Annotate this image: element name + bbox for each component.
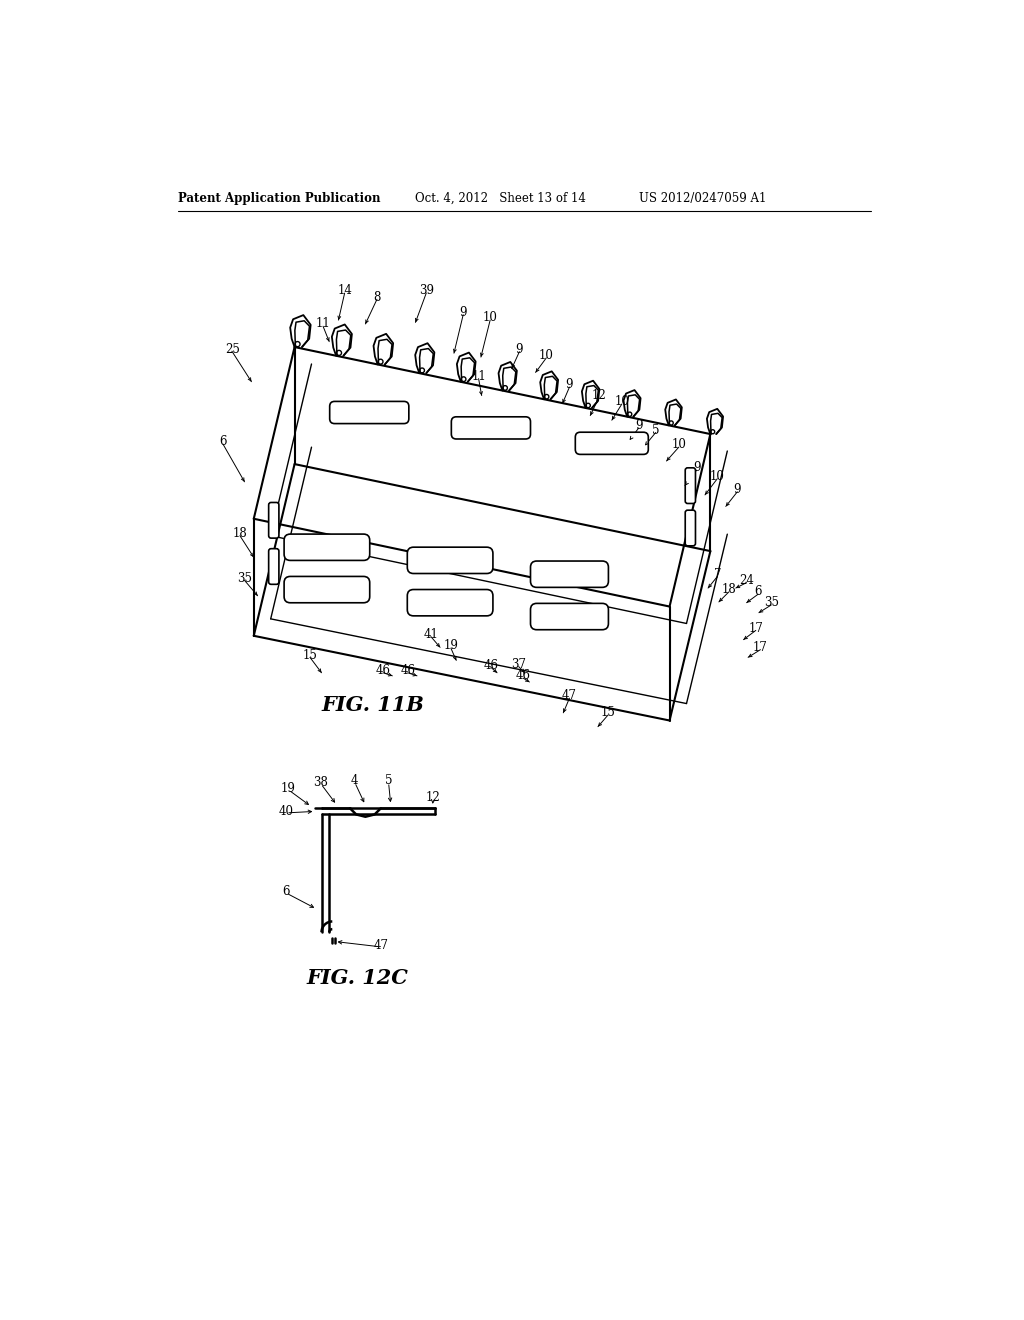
Text: 7: 7 <box>714 568 721 581</box>
Text: 14: 14 <box>337 284 352 297</box>
Text: 5: 5 <box>385 774 392 787</box>
Text: 6: 6 <box>219 436 226 449</box>
Text: 6: 6 <box>755 585 762 598</box>
Text: 15: 15 <box>302 648 317 661</box>
Text: 39: 39 <box>419 284 434 297</box>
Text: 47: 47 <box>562 689 577 702</box>
FancyBboxPatch shape <box>408 548 493 573</box>
Text: 15: 15 <box>600 706 615 719</box>
Text: 17: 17 <box>753 640 768 653</box>
Text: 9: 9 <box>460 306 467 319</box>
Text: 18: 18 <box>232 527 247 540</box>
FancyBboxPatch shape <box>408 590 493 616</box>
FancyBboxPatch shape <box>685 510 695 546</box>
Text: 11: 11 <box>315 317 331 330</box>
Text: 9: 9 <box>516 343 523 356</box>
Text: 37: 37 <box>511 657 526 671</box>
Text: 12: 12 <box>426 791 440 804</box>
Text: 9: 9 <box>733 483 741 496</box>
Text: 17: 17 <box>749 622 763 635</box>
FancyBboxPatch shape <box>452 417 530 440</box>
Text: 10: 10 <box>482 312 498 325</box>
Text: 10: 10 <box>614 395 630 408</box>
Text: 18: 18 <box>722 583 736 597</box>
Text: FIG. 11B: FIG. 11B <box>322 696 424 715</box>
Text: 35: 35 <box>237 572 252 585</box>
Text: Oct. 4, 2012   Sheet 13 of 14: Oct. 4, 2012 Sheet 13 of 14 <box>416 191 587 205</box>
FancyBboxPatch shape <box>268 549 279 585</box>
Text: 4: 4 <box>351 774 358 787</box>
Text: 10: 10 <box>539 348 554 362</box>
Text: 10: 10 <box>672 438 686 451</box>
Text: US 2012/0247059 A1: US 2012/0247059 A1 <box>639 191 766 205</box>
Text: 8: 8 <box>374 290 381 304</box>
Text: 19: 19 <box>281 781 296 795</box>
FancyBboxPatch shape <box>575 432 648 454</box>
FancyBboxPatch shape <box>284 535 370 561</box>
Text: 25: 25 <box>224 343 240 356</box>
Text: 9: 9 <box>693 462 700 474</box>
FancyBboxPatch shape <box>284 577 370 603</box>
Text: 11: 11 <box>471 370 486 383</box>
Text: 46: 46 <box>483 659 499 672</box>
FancyBboxPatch shape <box>530 603 608 630</box>
Text: 38: 38 <box>313 776 328 788</box>
Text: 19: 19 <box>443 639 459 652</box>
Text: Patent Application Publication: Patent Application Publication <box>178 191 381 205</box>
Text: 10: 10 <box>710 470 725 483</box>
Text: 12: 12 <box>591 389 606 403</box>
Text: 41: 41 <box>423 628 438 640</box>
Text: 24: 24 <box>739 574 754 587</box>
Text: 9: 9 <box>565 379 573 391</box>
Text: FIG. 12C: FIG. 12C <box>306 969 408 989</box>
Text: 46: 46 <box>400 664 416 677</box>
FancyBboxPatch shape <box>268 503 279 539</box>
Text: 35: 35 <box>764 597 778 610</box>
Text: 46: 46 <box>516 669 530 682</box>
Text: 46: 46 <box>376 664 390 677</box>
FancyBboxPatch shape <box>530 561 608 587</box>
Text: 40: 40 <box>279 805 294 818</box>
Text: 47: 47 <box>374 939 388 952</box>
Text: 6: 6 <box>283 884 290 898</box>
FancyBboxPatch shape <box>685 467 695 503</box>
FancyBboxPatch shape <box>330 401 409 424</box>
Text: 9: 9 <box>635 418 642 432</box>
Text: 5: 5 <box>652 424 659 437</box>
